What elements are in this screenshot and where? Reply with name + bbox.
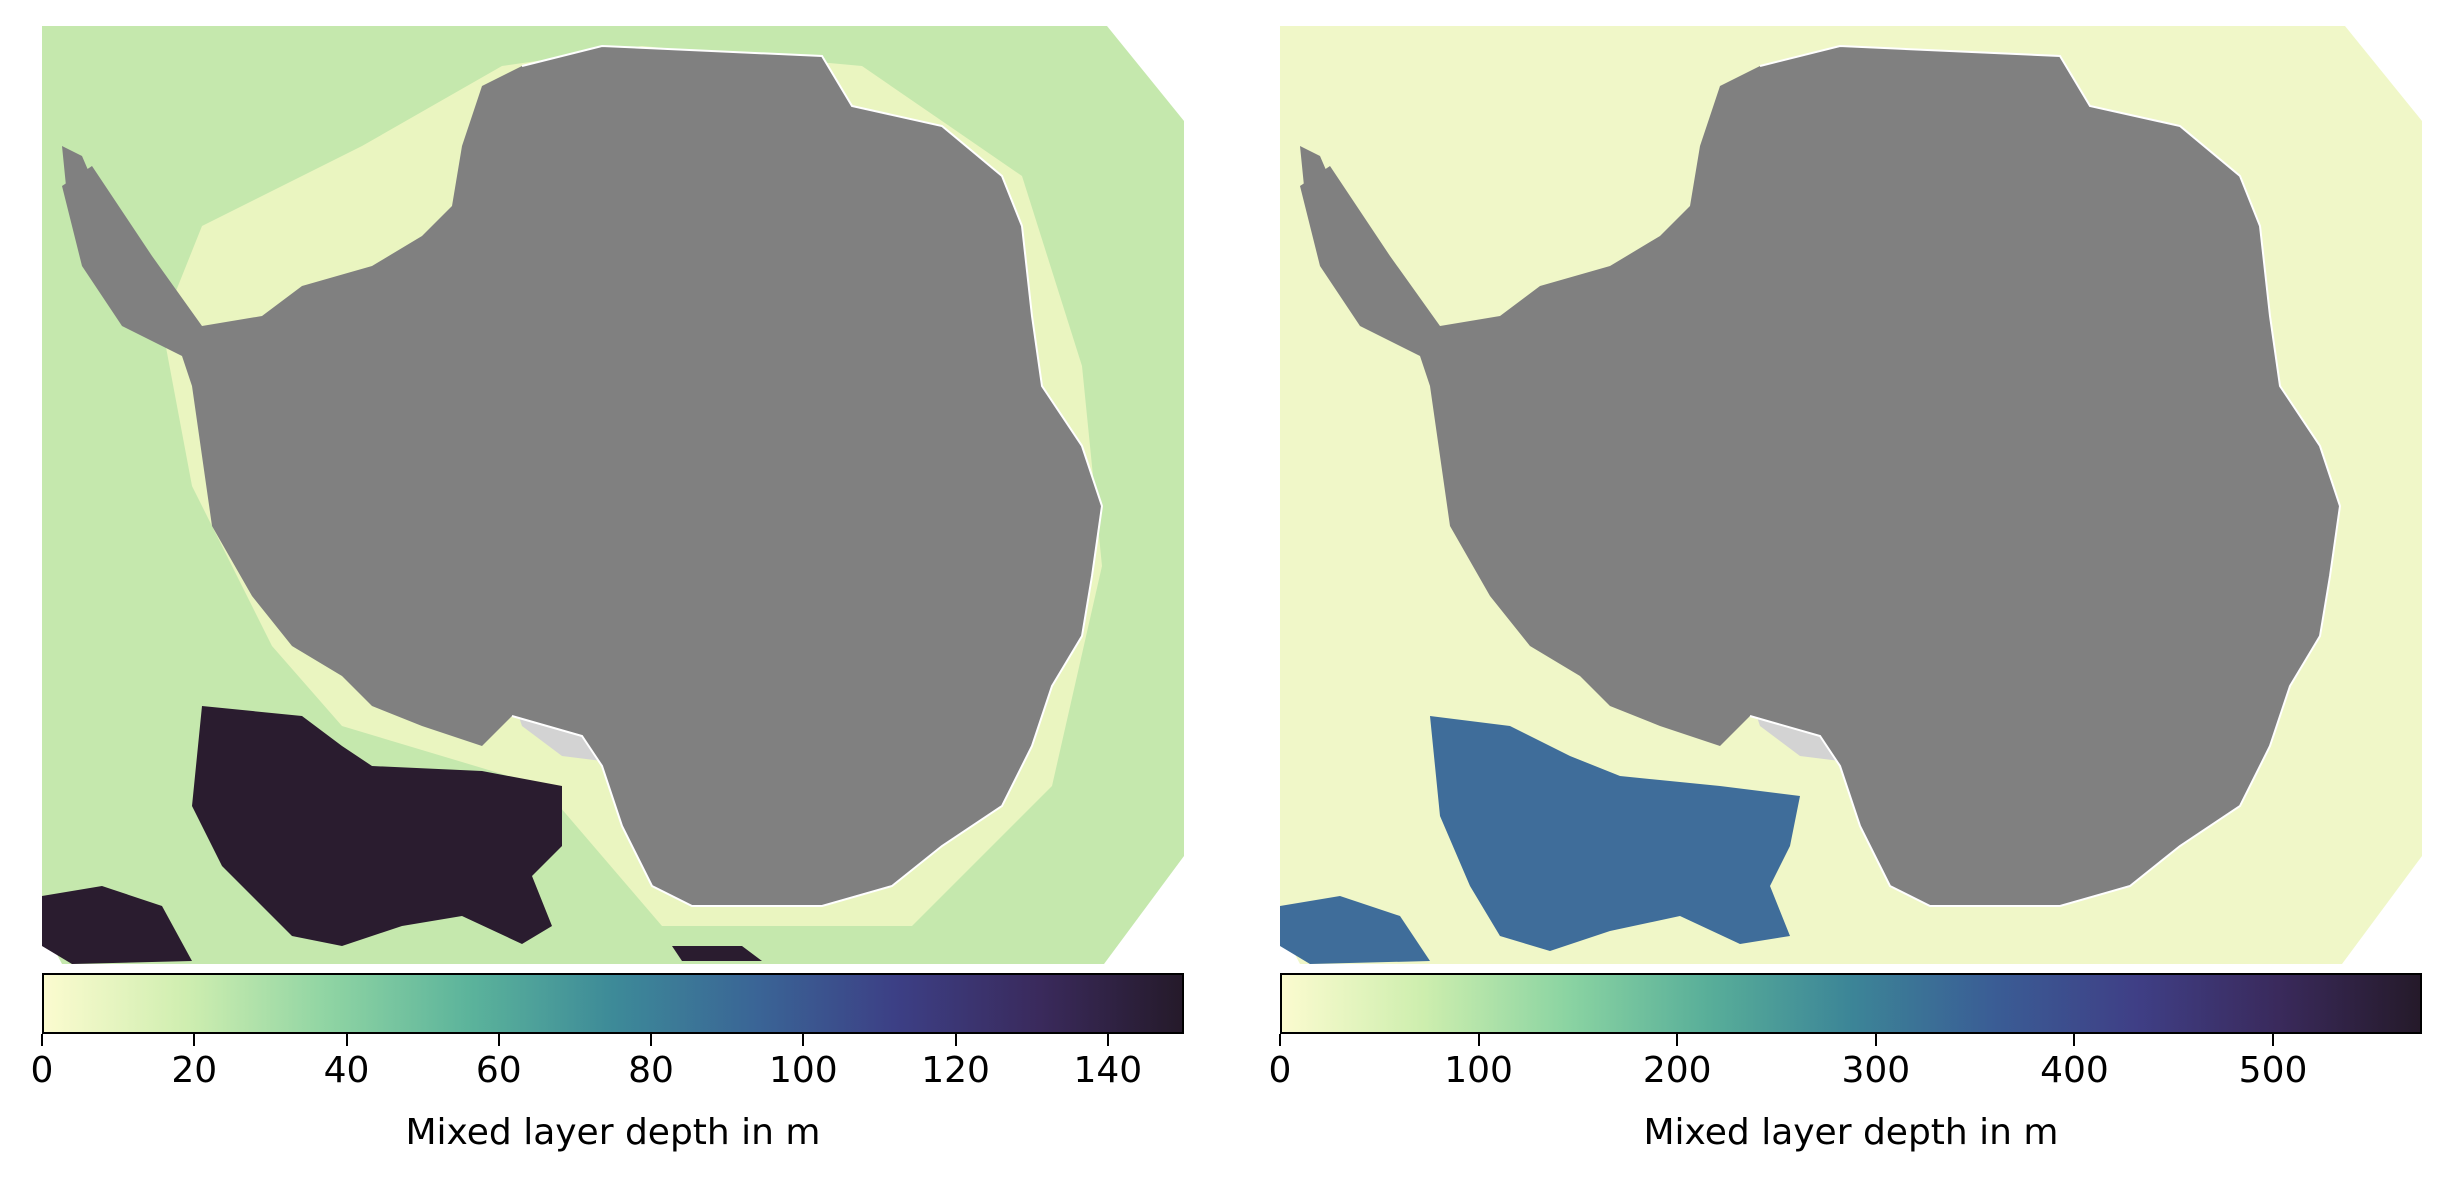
colorbar-tick-label: 40 [323,1050,370,1091]
colorbar-tick-label: 400 [2040,1050,2109,1091]
coastline [511,44,1104,907]
colorbar-tick-label: 60 [475,1050,522,1091]
colorbar-tick-label: 100 [768,1050,838,1091]
left-colorbar-label: Mixed layer depth in m [405,1112,821,1153]
colorbar-tick [1279,1034,1281,1046]
colorbar-tick [2073,1034,2076,1046]
deep-mixed-layer-patch-sw [42,886,192,964]
deep-mixed-layer-patch [1430,716,1800,951]
right-map-svg [1280,26,2422,964]
left-map [42,26,1184,964]
right-colorbar [1280,973,2422,1034]
peninsula-tip [1300,146,1430,346]
colorbar-tick [1477,1034,1480,1046]
colorbar-tick [802,1034,805,1046]
colorbar-tick-label: 140 [1073,1050,1143,1091]
coastline [1749,44,2342,907]
antarctic-continent [1300,46,2340,906]
colorbar-tick-label: 200 [1642,1050,1712,1091]
colorbar-tick [954,1034,957,1046]
colorbar-tick-label: 20 [171,1050,218,1091]
colorbar-tick-label: 120 [921,1050,990,1091]
deep-mixed-layer-patch-sw [1280,896,1430,964]
colorbar-tick [1676,1034,1679,1046]
colorbar-tick-label: 300 [1841,1050,1911,1091]
colorbar-tick-label: 0 [1268,1050,1292,1091]
colorbar-tick-label: 500 [2238,1050,2308,1091]
colorbar-tick-label: 80 [628,1050,674,1091]
right-colorbar-label: Mixed layer depth in m [1643,1112,2059,1153]
deep-mixed-layer-patch-small [672,946,762,961]
colorbar-tick [193,1034,196,1046]
colorbar-tick [345,1034,348,1046]
antarctic-continent [62,46,1102,906]
colorbar-tick-label: 0 [30,1050,54,1091]
deep-mixed-layer-patch [192,706,562,946]
colorbar-tick [1106,1034,1109,1046]
right-map [1280,26,2422,964]
colorbar-tick [41,1034,43,1046]
colorbar-tick [1874,1034,1877,1046]
left-colorbar [42,973,1184,1034]
peninsula-tip [62,146,192,346]
colorbar-tick [650,1034,653,1046]
left-map-svg [42,26,1184,964]
colorbar-tick-label: 100 [1444,1050,1513,1091]
colorbar-tick [497,1034,500,1046]
colorbar-tick [2272,1034,2275,1046]
